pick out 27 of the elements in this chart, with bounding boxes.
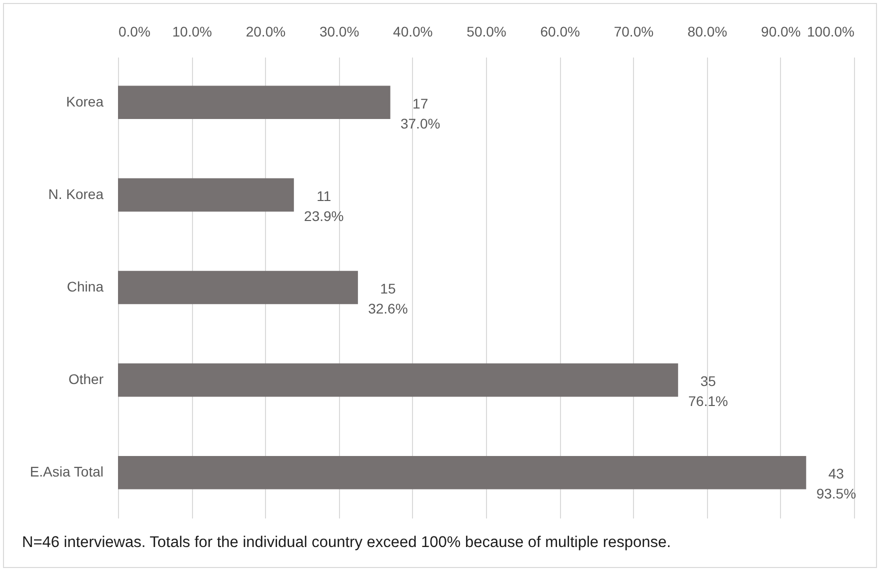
bar — [118, 456, 806, 490]
bar — [118, 178, 294, 212]
bar — [118, 270, 358, 304]
y-tick-label: N. Korea — [48, 186, 104, 202]
y-tick-label: Korea — [66, 93, 104, 110]
x-tick-label: 90.0% — [761, 24, 801, 40]
data-label: 43 93.5% — [816, 466, 856, 502]
x-tick-label: 30.0% — [319, 24, 360, 40]
y-tick-label: E.Asia Total — [30, 464, 104, 480]
y-tick-label: Other — [68, 371, 104, 388]
data-label: 15 32.6% — [368, 280, 408, 316]
x-tick-label: 100.0% — [807, 24, 854, 40]
x-tick-label: 70.0% — [614, 24, 654, 40]
x-tick-label: 60.0% — [540, 24, 580, 40]
data-label: 35 76.1% — [688, 373, 728, 410]
bar — [118, 363, 678, 397]
x-tick-label: 40.0% — [393, 24, 433, 40]
x-tick-label: 10.0% — [172, 24, 212, 40]
x-tick-label: 50.0% — [466, 24, 506, 40]
y-tick-label: China — [66, 278, 104, 294]
bar — [118, 86, 390, 120]
x-tick-label: 20.0% — [246, 24, 286, 40]
x-tick-label: 0.0% — [118, 24, 150, 40]
text: N=46 interviewas. Totals for the individual country exceed 100% because of multiple response. — [22, 534, 671, 552]
data-label: 11 23.9% — [304, 188, 344, 224]
x-tick-label: 80.0% — [687, 24, 728, 40]
data-label: 17 37.0% — [400, 95, 440, 132]
